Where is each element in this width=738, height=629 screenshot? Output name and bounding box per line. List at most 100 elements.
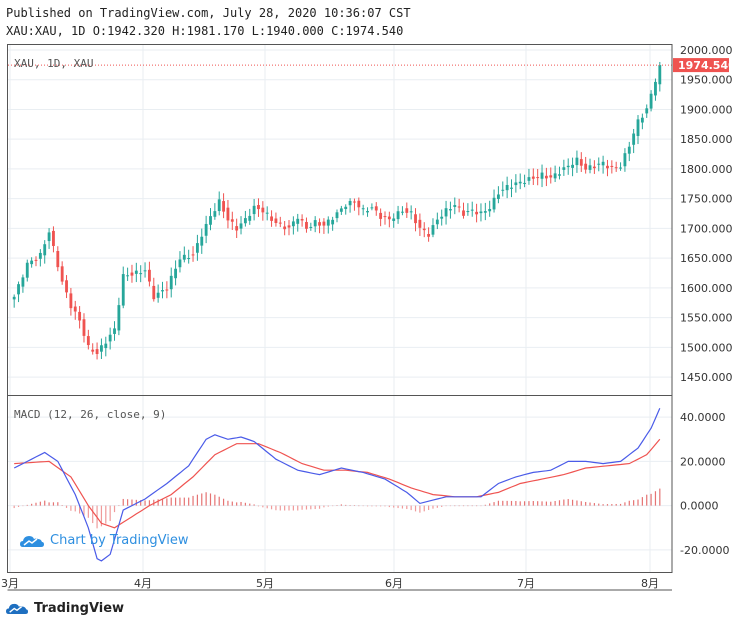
candle-body (339, 208, 343, 212)
candle-body (200, 236, 204, 246)
macd-histogram-bar (35, 502, 37, 506)
candle-body (95, 349, 99, 355)
candle-body (475, 211, 479, 215)
macd-histogram-bar (493, 502, 495, 506)
candle-body (296, 218, 300, 224)
macd-histogram-bar (410, 505, 412, 511)
macd-histogram-bar (231, 501, 233, 506)
chart-watermark[interactable]: Chart by TradingView (20, 533, 188, 548)
macd-histogram-bar (436, 505, 438, 508)
candle-body (597, 163, 601, 165)
published-caption: Published on TradingView.com, July 28, 2… (6, 6, 411, 20)
candle-body (222, 201, 225, 212)
candle-body (117, 305, 121, 331)
macd-histogram-bar (100, 505, 103, 527)
macd-histogram-bar (227, 500, 229, 506)
candle-body (161, 290, 164, 292)
macd-histogram-bar (489, 503, 491, 506)
price-tick-label: 2000.000 (680, 44, 733, 57)
macd-histogram-bar (445, 505, 447, 507)
candle-body (610, 165, 614, 168)
candle-body (226, 207, 230, 221)
candle-body (387, 216, 391, 220)
candle-body (435, 219, 439, 225)
chart-canvas[interactable]: 2000.000 1950.000 1900.000 1850.000 1800.000… (0, 0, 738, 600)
macd-tick-label: 0.0000 (680, 500, 719, 513)
candle-body (614, 167, 618, 169)
macd-pane-frame (7, 395, 673, 573)
macd-histogram-bar (188, 497, 190, 506)
macd-histogram-bar (650, 493, 652, 506)
macd-histogram-bar (61, 505, 63, 506)
macd-histogram-bar (414, 505, 417, 512)
macd-histogram-bar (589, 502, 591, 506)
macd-histogram-bar (288, 505, 290, 511)
candle-body (169, 275, 173, 290)
price-tick-label: 1700.000 (680, 222, 733, 235)
macd-histogram-bar (532, 501, 534, 506)
candle-body (318, 222, 321, 226)
candle-body (274, 218, 278, 224)
candle-body (139, 273, 143, 275)
time-tick-label: 3月 (1, 577, 19, 590)
candle-body (401, 211, 404, 213)
macd-histogram-bar (515, 501, 517, 506)
candle-body (654, 81, 657, 96)
candle-body (431, 225, 435, 235)
candle-body (17, 284, 20, 295)
macd-histogram-bar (654, 491, 657, 506)
candle-body (12, 296, 16, 300)
macd-histogram-bar (144, 500, 146, 506)
candle-body (143, 270, 147, 272)
candle-body (483, 211, 487, 213)
candle-body (86, 336, 90, 346)
macd-histogram-bar (57, 502, 59, 506)
macd-histogram-bar (161, 498, 164, 506)
macd-histogram-bar (22, 505, 24, 507)
macd-histogram-bar (122, 498, 124, 506)
macd-histogram-bar (454, 505, 456, 507)
candle-body (100, 345, 103, 352)
price-tick-label: 1600.000 (680, 282, 733, 295)
macd-histogram-bar (118, 505, 120, 507)
candle-body (235, 226, 239, 231)
macd-histogram-bar (571, 499, 574, 506)
candle-body (357, 200, 361, 208)
candle-body (217, 199, 221, 212)
macd-histogram-bar (406, 505, 408, 510)
candle-body (518, 181, 522, 184)
macd-histogram-bar (310, 505, 312, 510)
candle-body (575, 157, 579, 166)
macd-histogram-bar (109, 505, 111, 522)
macd-histogram-bar (205, 492, 207, 506)
macd-histogram-bar (345, 504, 347, 506)
macd-histogram-bar (371, 505, 373, 507)
candles (8, 61, 672, 360)
candle-body (278, 222, 282, 224)
macd-histogram-bar (502, 500, 504, 506)
footer-brand[interactable]: TradingView (6, 601, 124, 616)
candle-body (43, 244, 47, 256)
time-tick-label: 8月 (641, 577, 659, 590)
candle-body (30, 260, 34, 265)
price-tick-label: 1650.000 (680, 252, 733, 265)
macd-histogram-bar (113, 505, 116, 513)
candle-body (496, 194, 500, 199)
time-tick-label: 4月 (134, 577, 152, 590)
macd-histogram-bar (619, 503, 622, 506)
candle-body (374, 206, 378, 211)
macd-histogram-bar (270, 505, 273, 510)
time-tick-label: 7月 (517, 577, 535, 590)
macd-histogram-bar (558, 500, 561, 506)
macd-histogram-bar (253, 504, 255, 506)
macd-histogram-bar (26, 504, 28, 506)
candle-body (658, 65, 662, 85)
candle-body (470, 209, 474, 211)
macd-histogram-bar (563, 499, 565, 506)
candle-body (531, 176, 535, 179)
macd-histogram-bar (475, 505, 478, 507)
candle-body (510, 187, 513, 189)
macd-histogram-bar (222, 498, 225, 506)
macd-histogram-bar (52, 502, 55, 506)
macd-histogram-bar (87, 505, 89, 518)
